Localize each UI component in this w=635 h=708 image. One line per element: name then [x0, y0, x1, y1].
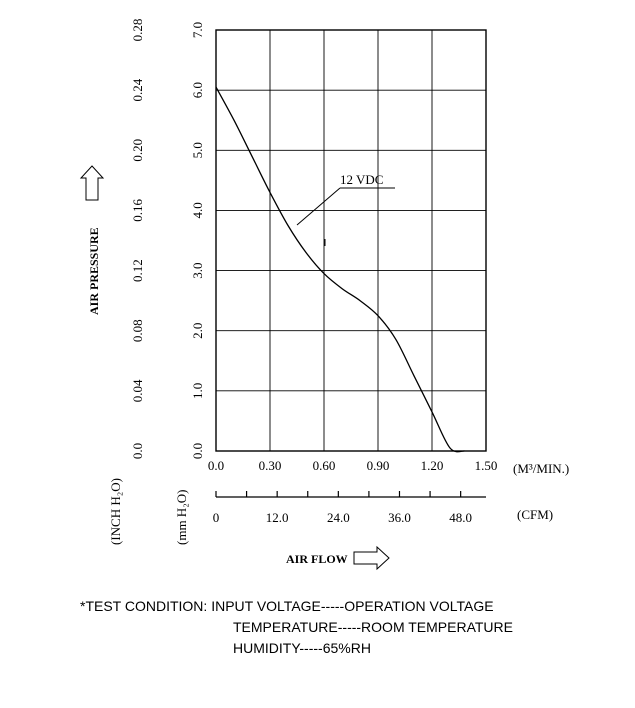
grid-lines — [216, 30, 486, 451]
x-axis-cfm-unit-label: (CFM) — [517, 507, 553, 522]
y-axis-inch-tick-label: 0.20 — [130, 139, 145, 162]
series-line-12vdc — [215, 86, 465, 453]
test-condition-line-1: *TEST CONDITION: INPUT VOLTAGE-----OPERA… — [80, 598, 494, 614]
x-axis-cfm-tick-label: 48.0 — [449, 510, 472, 525]
y-axis-mm-unit-label: (mm H₂O) — [174, 490, 189, 545]
y-axis-inch-ticks: 0.0 0.04 0.08 0.12 0.16 0.20 0.24 0.28 — [130, 19, 145, 460]
test-condition-line-3: HUMIDITY-----65%RH — [233, 640, 371, 656]
y-axis-title: AIR PRESSURE — [87, 227, 101, 315]
y-axis-mm-tick-label: 0.0 — [190, 443, 205, 459]
right-arrow-icon — [353, 545, 390, 571]
x-axis-m3-tick-label: 1.20 — [421, 458, 444, 473]
x-axis-m3-tick-label: 0.60 — [313, 458, 336, 473]
x-axis-m3-tick-label: 1.50 — [475, 458, 498, 473]
y-axis-inch-unit-label: (INCH H₂O) — [108, 478, 123, 545]
x-axis-cfm-tick-label: 36.0 — [388, 510, 411, 525]
y-axis-inch-tick-label: 0.04 — [130, 379, 145, 402]
series-label-12vdc: 12 VDC — [340, 172, 383, 187]
y-axis-inch-tick-label: 0.24 — [130, 78, 145, 101]
plot-frame — [215, 29, 487, 452]
y-axis-mm-ticks: 0.0 1.0 2.0 3.0 4.0 5.0 6.0 7.0 — [190, 22, 205, 459]
y-axis-mm-tick-label: 1.0 — [190, 383, 205, 399]
x-axis-cfm-tick-label: 0 — [213, 510, 220, 525]
plot-border — [215, 29, 487, 452]
x-axis-title: AIR FLOW — [286, 552, 348, 566]
y-axis-inch-tick-label: 0.28 — [130, 19, 145, 42]
y-axis-inch-tick-label: 0.08 — [130, 319, 145, 342]
x-axis-m3-tick-label: 0.0 — [208, 458, 224, 473]
y-axis-mm-tick-label: 7.0 — [190, 22, 205, 38]
y-axis-mm-tick-label: 2.0 — [190, 323, 205, 339]
x-axis-m3-unit-label: (M³/MIN.) — [513, 461, 569, 476]
x-axis-cfm-tick-label: 24.0 — [327, 510, 350, 525]
x-axis-cfm-tick-label: 12.0 — [266, 510, 289, 525]
x-axis-m3-ticks: 0.0 0.30 0.60 0.90 1.20 1.50 — [208, 458, 498, 473]
y-axis-inch-tick-label: 0.0 — [130, 443, 145, 459]
y-axis-mm-tick-label: 4.0 — [190, 202, 205, 218]
y-axis-mm-tick-label: 6.0 — [190, 82, 205, 98]
fan-performance-chart: 0.0 1.0 2.0 3.0 4.0 5.0 6.0 7.0 0.0 0.04 0.08 0.12… — [79, 19, 569, 571]
x-axis-m3-tick-label: 0.90 — [367, 458, 390, 473]
y-axis-mm-tick-label: 5.0 — [190, 142, 205, 158]
series-leader-line — [296, 187, 341, 226]
y-axis-mm-tick-label: 3.0 — [190, 262, 205, 278]
test-condition-line-2: TEMPERATURE-----ROOM TEMPERATURE — [233, 619, 513, 635]
x-axis-m3-tick-label: 0.30 — [259, 458, 282, 473]
up-arrow-icon — [79, 165, 105, 201]
y-axis-inch-tick-label: 0.16 — [130, 199, 145, 222]
y-axis-inch-tick-label: 0.12 — [130, 259, 145, 282]
x-axis-cfm: 0 12.0 24.0 36.0 48.0 — [213, 491, 486, 525]
